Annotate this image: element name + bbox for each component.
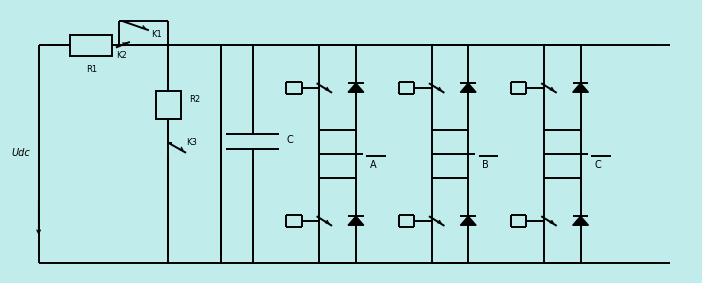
Polygon shape	[573, 216, 588, 225]
Polygon shape	[348, 216, 364, 225]
Bar	[70, 35, 112, 56]
Text: A: A	[370, 160, 376, 170]
Text: C: C	[595, 160, 602, 170]
Text: Udc: Udc	[12, 148, 30, 158]
Bar	[156, 91, 181, 119]
Polygon shape	[348, 83, 364, 92]
Text: R1: R1	[86, 65, 97, 74]
Polygon shape	[573, 83, 588, 92]
Text: R2: R2	[190, 95, 201, 104]
Text: K2: K2	[116, 51, 127, 60]
Text: K1: K1	[151, 30, 161, 39]
Text: K3: K3	[186, 138, 197, 147]
Text: C: C	[286, 135, 293, 145]
Polygon shape	[461, 83, 476, 92]
Text: B: B	[482, 160, 489, 170]
Polygon shape	[461, 216, 476, 225]
